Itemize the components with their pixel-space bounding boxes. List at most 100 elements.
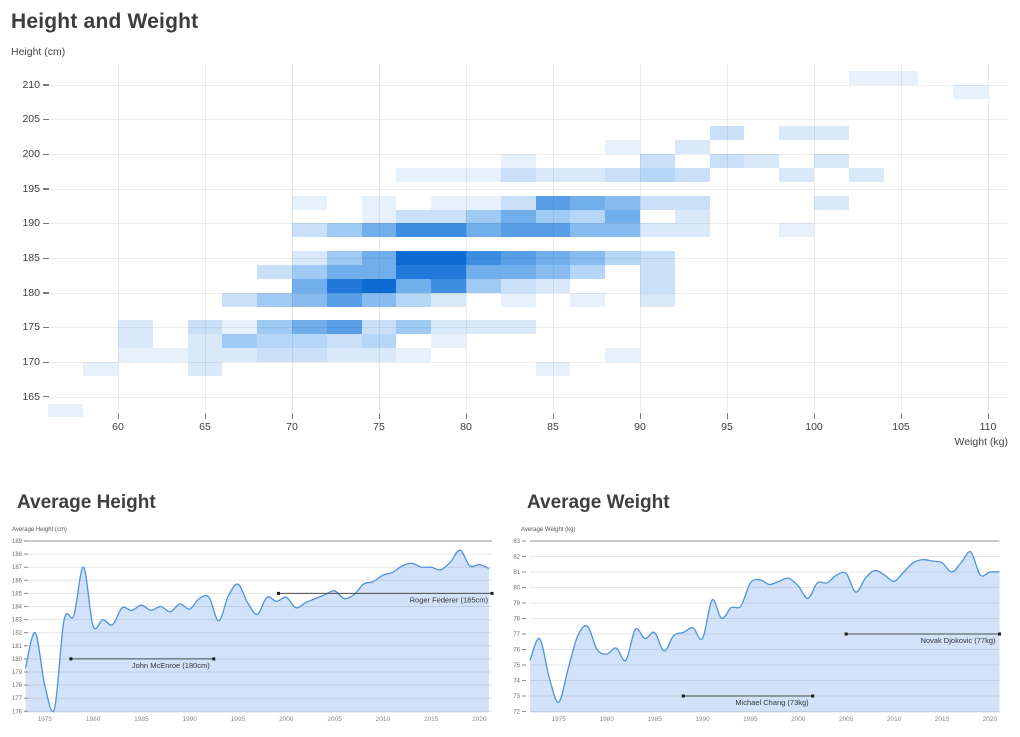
heatmap-cell[interactable] xyxy=(744,154,780,168)
heatmap-cell[interactable] xyxy=(118,334,153,349)
heatmap-cell[interactable] xyxy=(361,320,397,335)
heatmap-cell[interactable] xyxy=(640,292,675,307)
heatmap-cell[interactable] xyxy=(466,167,501,182)
heatmap-cell[interactable] xyxy=(222,320,258,335)
heatmap-cell[interactable] xyxy=(535,195,571,210)
heatmap-cell[interactable] xyxy=(953,84,988,99)
heatmap-cell[interactable] xyxy=(118,348,153,362)
heatmap-cell[interactable] xyxy=(466,223,501,238)
heatmap-cell[interactable] xyxy=(396,348,432,362)
heatmap-cell[interactable] xyxy=(570,292,606,307)
heatmap-cell[interactable] xyxy=(814,126,849,141)
heatmap-cell[interactable] xyxy=(709,126,745,141)
heatmap-cell[interactable] xyxy=(431,209,466,224)
heatmap-cell[interactable] xyxy=(292,278,327,293)
heatmap-cell[interactable] xyxy=(431,251,466,265)
heatmap-cell[interactable] xyxy=(500,251,536,265)
heatmap-cell[interactable] xyxy=(605,223,640,238)
heatmap-cell[interactable] xyxy=(535,209,571,224)
heatmap-cell[interactable] xyxy=(326,348,362,362)
heatmap-cell[interactable] xyxy=(396,320,432,335)
heatmap-cell[interactable] xyxy=(640,251,675,265)
heatmap-cell[interactable] xyxy=(779,126,814,141)
heatmap-cell[interactable] xyxy=(396,292,432,307)
heatmap-cell[interactable] xyxy=(431,292,466,307)
heatmap-cell[interactable] xyxy=(326,251,362,265)
heatmap-cell[interactable] xyxy=(361,195,397,210)
heatmap-cell[interactable] xyxy=(570,167,606,182)
heatmap-cell[interactable] xyxy=(361,278,397,293)
heatmap-cell[interactable] xyxy=(466,320,501,335)
heatmap-cell[interactable] xyxy=(814,195,849,210)
heatmap-cell[interactable] xyxy=(466,278,501,293)
heatmap-cell[interactable] xyxy=(361,265,397,279)
heatmap-cell[interactable] xyxy=(292,320,327,335)
heatmap-cell[interactable] xyxy=(500,223,536,238)
heatmap-cell[interactable] xyxy=(500,292,536,307)
heatmap-cell[interactable] xyxy=(396,265,432,279)
heatmap-cell[interactable] xyxy=(396,223,432,238)
heatmap-cell[interactable] xyxy=(431,320,466,335)
heatmap-cell[interactable] xyxy=(257,265,292,279)
heatmap-cell[interactable] xyxy=(500,278,536,293)
heatmap-cell[interactable] xyxy=(500,167,536,182)
heatmap-cell[interactable] xyxy=(361,251,397,265)
heatmap-cell[interactable] xyxy=(674,209,710,224)
heatmap-cell[interactable] xyxy=(257,334,292,349)
heatmap-cell[interactable] xyxy=(257,320,292,335)
heatmap-cell[interactable] xyxy=(83,362,118,376)
heatmap-cell[interactable] xyxy=(883,70,919,85)
heatmap-cell[interactable] xyxy=(292,265,327,279)
heatmap-cell[interactable] xyxy=(292,251,327,265)
heatmap-cell[interactable] xyxy=(500,209,536,224)
heatmap-cell[interactable] xyxy=(361,209,397,224)
heatmap-cell[interactable] xyxy=(361,348,397,362)
heatmap-cell[interactable] xyxy=(257,292,292,307)
heatmap-cell[interactable] xyxy=(535,278,571,293)
heatmap-cell[interactable] xyxy=(779,167,814,182)
heatmap-cell[interactable] xyxy=(222,334,258,349)
heatmap-cell[interactable] xyxy=(187,362,223,376)
heatmap-cell[interactable] xyxy=(674,167,710,182)
heatmap-cell[interactable] xyxy=(570,265,606,279)
heatmap-cell[interactable] xyxy=(361,334,397,349)
heatmap-cell[interactable] xyxy=(187,320,223,335)
heatmap-cell[interactable] xyxy=(674,223,710,238)
heatmap-cell[interactable] xyxy=(466,251,501,265)
heatmap-cell[interactable] xyxy=(187,348,223,362)
heatmap-cell[interactable] xyxy=(500,320,536,335)
heatmap-cell[interactable] xyxy=(257,348,292,362)
heatmap-cell[interactable] xyxy=(466,265,501,279)
heatmap-cell[interactable] xyxy=(500,154,536,168)
heatmap-cell[interactable] xyxy=(396,167,432,182)
heatmap-cell[interactable] xyxy=(640,265,675,279)
heatmap-cell[interactable] xyxy=(396,251,432,265)
heatmap-cell[interactable] xyxy=(605,167,640,182)
heatmap-cell[interactable] xyxy=(187,334,223,349)
heatmap-cell[interactable] xyxy=(674,195,710,210)
heatmap-cell[interactable] xyxy=(431,334,466,349)
heatmap-cell[interactable] xyxy=(292,348,327,362)
heatmap-cell[interactable] xyxy=(535,265,571,279)
heatmap-cell[interactable] xyxy=(431,167,466,182)
heatmap-cell[interactable] xyxy=(500,265,536,279)
heatmap-cell[interactable] xyxy=(640,278,675,293)
heatmap-cell[interactable] xyxy=(500,195,536,210)
heatmap-cell[interactable] xyxy=(466,209,501,224)
heatmap-cell[interactable] xyxy=(535,167,571,182)
heatmap-cell[interactable] xyxy=(431,278,466,293)
heatmap-cell[interactable] xyxy=(848,167,884,182)
heatmap-cell[interactable] xyxy=(361,292,397,307)
heatmap-cell[interactable] xyxy=(848,70,884,85)
heatmap-cell[interactable] xyxy=(640,223,675,238)
heatmap-cell[interactable] xyxy=(570,195,606,210)
heatmap-cell[interactable] xyxy=(570,251,606,265)
heatmap-cell[interactable] xyxy=(535,251,571,265)
heatmap-cell[interactable] xyxy=(431,223,466,238)
heatmap-cell[interactable] xyxy=(292,223,327,238)
heatmap-cell[interactable] xyxy=(640,167,675,182)
heatmap-cell[interactable] xyxy=(570,223,606,238)
heatmap-cell[interactable] xyxy=(396,209,432,224)
heatmap-cell[interactable] xyxy=(292,334,327,349)
heatmap-cell[interactable] xyxy=(605,209,640,224)
